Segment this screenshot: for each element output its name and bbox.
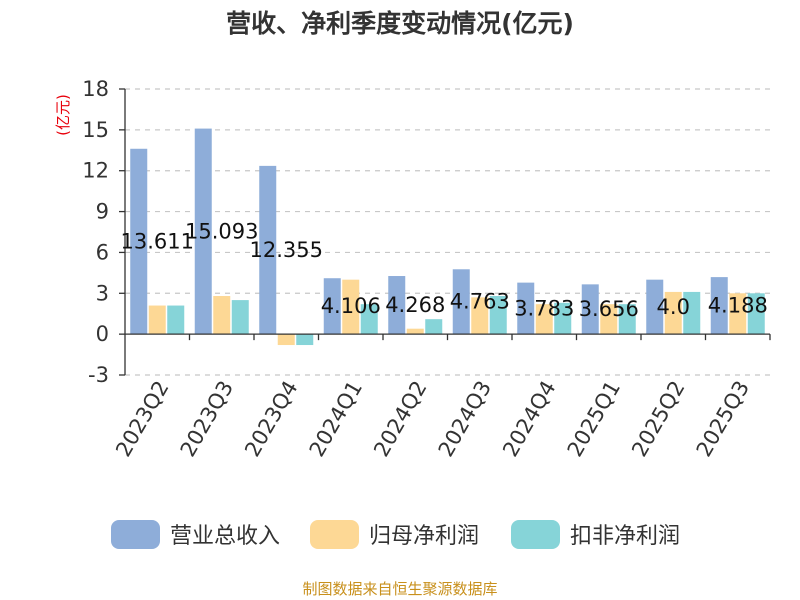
x-tick-label: 2023Q4 [240, 377, 302, 461]
bar-2023Q3-扣非净利润 [231, 300, 249, 335]
y-tick-label: 9 [96, 200, 109, 224]
x-tick-label: 2025Q1 [563, 377, 625, 461]
bar-2023Q4-扣非净利润 [296, 334, 314, 346]
bar-2023Q2-归母净利润 [148, 305, 166, 335]
bar-2024Q4-归母净利润 [535, 304, 553, 335]
bar-2025Q2-营业总收入 [646, 279, 664, 335]
bar-2023Q4-营业总收入 [259, 165, 277, 335]
bar-2025Q1-营业总收入 [581, 284, 599, 335]
bar-2025Q1-扣非净利润 [618, 304, 636, 335]
x-tick-label: 2024Q1 [305, 377, 367, 461]
y-tick-label: 15 [82, 118, 109, 142]
y-tick-label: 0 [96, 322, 109, 346]
x-tick-label: 2023Q2 [111, 377, 173, 461]
bar-2024Q1-归母净利润 [342, 279, 360, 335]
x-tick-label: 2024Q2 [369, 377, 431, 461]
bar-2025Q3-营业总收入 [710, 277, 728, 335]
legend-swatch [511, 520, 560, 549]
bar-2024Q2-营业总收入 [388, 276, 406, 335]
data-label: 4.268 [385, 293, 445, 317]
legend-item[interactable]: 归母净利润 [310, 520, 479, 549]
bar-2025Q2-扣非净利润 [683, 291, 701, 335]
chart-title: 营收、净利季度变动情况(亿元) [226, 9, 574, 38]
data-label: 12.355 [250, 238, 323, 262]
bar-2023Q2-营业总收入 [130, 148, 148, 335]
bar-2024Q3-营业总收入 [452, 269, 470, 335]
legend-label: 扣非净利润 [570, 524, 680, 549]
bar-2023Q3-归母净利润 [213, 296, 231, 335]
legend-swatch [111, 520, 160, 549]
bar-2023Q4-归母净利润 [277, 334, 295, 346]
bar-2024Q1-营业总收入 [323, 278, 341, 335]
y-tick-label: 18 [82, 77, 109, 101]
bar-2024Q4-营业总收入 [517, 282, 535, 335]
legend-swatch [310, 520, 359, 549]
bar-2024Q3-扣非净利润 [489, 296, 507, 335]
legend-label: 归母净利润 [369, 524, 479, 549]
grid-layer [125, 88, 770, 376]
x-tick-label: 2023Q3 [176, 377, 238, 461]
legend-item[interactable]: 扣非净利润 [511, 520, 680, 549]
x-tick-label: 2025Q2 [627, 377, 689, 461]
legend: 营业总收入 归母净利润 扣非净利润 [111, 520, 680, 549]
data-label: 13.611 [121, 229, 194, 253]
data-label: 3.656 [579, 297, 639, 321]
legend-label: 营业总收入 [170, 524, 280, 549]
x-tick-label: 2025Q3 [692, 377, 754, 461]
bar-2024Q3-归母净利润 [471, 297, 489, 335]
x-tick-label: 2024Q3 [434, 377, 496, 461]
bar-2024Q1-扣非净利润 [360, 304, 378, 335]
y-axis-label: (亿元) [54, 94, 72, 136]
data-label: 15.093 [185, 219, 258, 243]
bar-2024Q2-扣非净利润 [425, 319, 443, 335]
y-tick-label: -3 [88, 363, 109, 387]
bar-2024Q2-归母净利润 [406, 328, 424, 335]
y-tick-label: 6 [96, 240, 109, 264]
bar-2023Q3-营业总收入 [194, 128, 212, 335]
data-label: 4.763 [450, 290, 510, 314]
bar-2024Q4-扣非净利润 [554, 302, 572, 335]
bar-2025Q3-归母净利润 [729, 293, 747, 335]
source-note: 制图数据来自恒生聚源数据库 [302, 580, 497, 598]
bar-2023Q2-扣非净利润 [167, 305, 185, 335]
bars-layer [130, 128, 765, 346]
y-tick-label: 12 [82, 159, 109, 183]
data-label: 4.0 [657, 295, 690, 319]
x-tick-label: 2024Q4 [498, 377, 560, 461]
data-label: 3.783 [514, 296, 574, 320]
bar-2025Q2-归母净利润 [664, 291, 682, 335]
data-label: 4.188 [708, 294, 768, 318]
data-label: 4.106 [321, 294, 381, 318]
bar-2025Q1-归母净利润 [600, 304, 618, 335]
legend-item[interactable]: 营业总收入 [111, 520, 280, 549]
bar-2025Q3-扣非净利润 [747, 293, 765, 335]
y-tick-label: 3 [96, 281, 109, 305]
